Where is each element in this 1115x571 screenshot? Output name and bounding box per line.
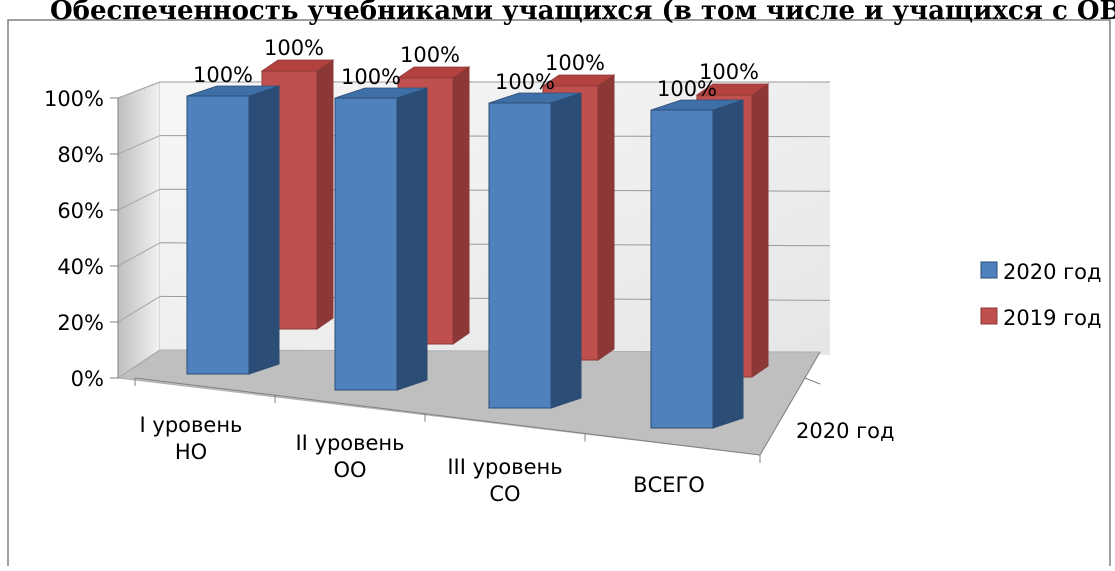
category-label-line: II уровень (295, 431, 404, 455)
category-label: ВСЕГО (633, 473, 705, 497)
bar-2019-1-side (452, 66, 470, 345)
gridline-side (117, 349, 161, 379)
category-label-line: III уровень (447, 455, 562, 479)
x-axis-line (134, 377, 761, 456)
bar-2020-2-side (550, 92, 582, 409)
gridline-side (117, 295, 161, 323)
category-label: III уровень СО (447, 455, 562, 506)
data-label-2019: 100% (264, 36, 324, 60)
depth-axis-label: 2020 год (796, 419, 895, 443)
bar-2020-2 (488, 92, 582, 409)
data-label-2019: 100% (400, 43, 460, 67)
data-label-2020: 100% (193, 63, 253, 87)
y-tick-label: 20% (57, 311, 104, 335)
data-labels: 100% 100% 100% 100%100% 100% 100% 100% (193, 36, 759, 101)
gridline-side (117, 135, 161, 155)
bar-2019-2-side (597, 74, 615, 361)
category-label-line: СО (489, 482, 520, 506)
category-label-line: I уровень (140, 413, 243, 437)
legend: 2020 год 2019 год (980, 260, 1102, 330)
gridline-side (117, 242, 161, 267)
y-tick-label: 80% (57, 143, 104, 167)
gridline-side (117, 81, 161, 99)
depth-tick-mark (804, 377, 821, 385)
bar-2019-3-side (751, 83, 769, 378)
y-tick-label: 60% (57, 199, 104, 223)
category-label: I уровень НО (140, 413, 243, 464)
y-axis-ticks: 0% 20% 40% 60% 80% 100% (44, 87, 118, 391)
category-label-line: НО (175, 440, 207, 464)
y-tick-label: 100% (44, 87, 104, 111)
data-label-2020: 100% (657, 77, 717, 101)
depth-axis-line (759, 351, 821, 456)
series-2020-bars (186, 85, 744, 429)
chart-border (7, 19, 1111, 571)
y-tick-label: 0% (71, 367, 104, 391)
category-label-line: ОО (333, 458, 366, 482)
bar-2020-2-front (488, 102, 552, 409)
data-label-2020: 100% (341, 65, 401, 89)
y-tick-label: 40% (57, 255, 104, 279)
bar-2020-3-front (650, 109, 714, 429)
category-label-line: ВСЕГО (633, 473, 705, 497)
bar-2020-1 (334, 87, 428, 391)
bar-2020-0-front (186, 95, 250, 375)
side-wall (117, 81, 161, 379)
bar-2020-3 (650, 99, 744, 429)
bar-2020-1-front (334, 97, 398, 391)
category-labels: I уровень НО II уровень ОО III уровень СО ВСЕГ… (140, 413, 705, 506)
legend-swatch-2019 (980, 307, 998, 325)
data-label-2020: 100% (495, 70, 555, 94)
axes (117, 98, 821, 463)
data-label-2019: 100% (699, 60, 759, 84)
bar-2020-0-side (248, 85, 280, 375)
data-label-2019: 100% (545, 51, 605, 75)
legend-label-2020: 2020 год (1003, 260, 1102, 284)
legend-swatch-2020 (980, 261, 998, 279)
bar-2019-0-side (316, 59, 334, 330)
bar-2020-1-side (396, 87, 428, 391)
chart-title: Обеспеченность учебниками учащихся (в то… (50, 0, 1115, 26)
category-label: II уровень ОО (295, 431, 404, 482)
gridline-side (117, 188, 161, 211)
bar-2020-3-side (712, 99, 744, 429)
legend-label-2019: 2019 год (1003, 306, 1102, 330)
bar-2020-0 (186, 85, 280, 375)
